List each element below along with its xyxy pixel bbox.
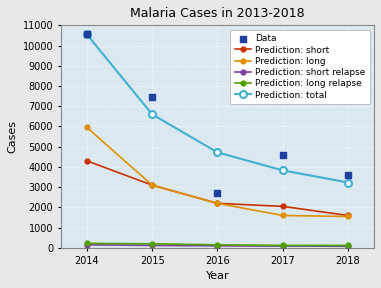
Prediction: long: (2.02e+03, 1.6e+03): long: (2.02e+03, 1.6e+03) — [280, 214, 285, 217]
Line: Prediction: short relapse: Prediction: short relapse — [85, 242, 351, 249]
Prediction: short: (2.02e+03, 2.2e+03): short: (2.02e+03, 2.2e+03) — [215, 202, 220, 205]
Prediction: long relapse: (2.02e+03, 150): long relapse: (2.02e+03, 150) — [215, 243, 220, 247]
X-axis label: Year: Year — [206, 271, 229, 281]
Prediction: long: (2.02e+03, 3.1e+03): long: (2.02e+03, 3.1e+03) — [150, 183, 154, 187]
Prediction: short: (2.01e+03, 4.3e+03): short: (2.01e+03, 4.3e+03) — [85, 159, 89, 163]
Line: Prediction: short: Prediction: short — [85, 158, 351, 218]
Line: Prediction: total: Prediction: total — [83, 31, 351, 186]
Line: Prediction: long: Prediction: long — [85, 125, 351, 219]
Prediction: total: (2.01e+03, 1.06e+04): total: (2.01e+03, 1.06e+04) — [85, 33, 89, 36]
Line: Prediction: long relapse: Prediction: long relapse — [85, 241, 351, 248]
Prediction: short: (2.02e+03, 1.6e+03): short: (2.02e+03, 1.6e+03) — [346, 214, 350, 217]
Prediction: total: (2.02e+03, 3.83e+03): total: (2.02e+03, 3.83e+03) — [280, 169, 285, 172]
Prediction: total: (2.02e+03, 4.72e+03): total: (2.02e+03, 4.72e+03) — [215, 151, 220, 154]
Title: Malaria Cases in 2013-2018: Malaria Cases in 2013-2018 — [130, 7, 305, 20]
Prediction: total: (2.02e+03, 6.6e+03): total: (2.02e+03, 6.6e+03) — [150, 113, 154, 116]
Y-axis label: Cases: Cases — [7, 120, 17, 153]
Prediction: short relapse: (2.01e+03, 150): short relapse: (2.01e+03, 150) — [85, 243, 89, 247]
Prediction: long relapse: (2.02e+03, 120): long relapse: (2.02e+03, 120) — [346, 244, 350, 247]
Prediction: short: (2.02e+03, 3.1e+03): short: (2.02e+03, 3.1e+03) — [150, 183, 154, 187]
Prediction: short relapse: (2.02e+03, 80): short relapse: (2.02e+03, 80) — [346, 245, 350, 248]
Prediction: short relapse: (2.02e+03, 120): short relapse: (2.02e+03, 120) — [150, 244, 154, 247]
Prediction: long: (2.01e+03, 5.95e+03): long: (2.01e+03, 5.95e+03) — [85, 126, 89, 129]
Legend: Data, Prediction: short, Prediction: long, Prediction: short relapse, Prediction: Data, Prediction: short, Prediction: lon… — [230, 30, 370, 104]
Data — [345, 173, 351, 177]
Prediction: long relapse: (2.01e+03, 220): long relapse: (2.01e+03, 220) — [85, 242, 89, 245]
Prediction: long: (2.02e+03, 2.2e+03): long: (2.02e+03, 2.2e+03) — [215, 202, 220, 205]
Prediction: short relapse: (2.02e+03, 100): short relapse: (2.02e+03, 100) — [215, 244, 220, 248]
Prediction: long relapse: (2.02e+03, 120): long relapse: (2.02e+03, 120) — [280, 244, 285, 247]
Data — [84, 32, 90, 37]
Prediction: short: (2.02e+03, 2.05e+03): short: (2.02e+03, 2.05e+03) — [280, 205, 285, 208]
Prediction: long relapse: (2.02e+03, 200): long relapse: (2.02e+03, 200) — [150, 242, 154, 246]
Prediction: short relapse: (2.02e+03, 90): short relapse: (2.02e+03, 90) — [280, 244, 285, 248]
Data — [215, 191, 221, 196]
Data — [280, 152, 286, 157]
Data — [149, 95, 155, 99]
Prediction: total: (2.02e+03, 3.23e+03): total: (2.02e+03, 3.23e+03) — [346, 181, 350, 184]
Prediction: long: (2.02e+03, 1.55e+03): long: (2.02e+03, 1.55e+03) — [346, 215, 350, 218]
